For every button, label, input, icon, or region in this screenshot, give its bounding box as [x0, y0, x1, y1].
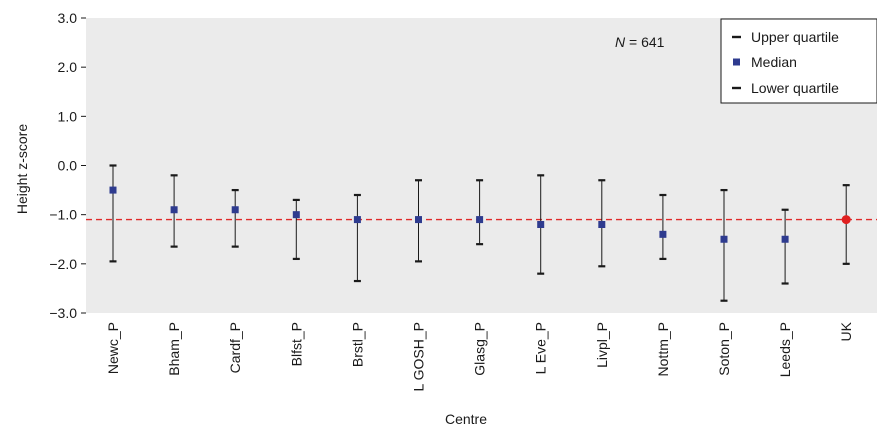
median-point — [109, 186, 117, 194]
legend-box — [720, 18, 877, 104]
legend-label: Upper quartile — [751, 29, 839, 45]
x-tick-label: Brstl_P — [349, 322, 365, 367]
median-point — [292, 211, 300, 219]
y-axis-ticks: 3.0 2.0 1.0 0.0 −1.0 −2.0 −3.0 — [49, 10, 86, 321]
median-markers — [109, 186, 851, 243]
x-tick-label: L Eve_P — [533, 322, 549, 374]
median-point — [170, 206, 178, 214]
x-tick-label: Glasg_P — [472, 322, 488, 376]
median-point — [476, 216, 484, 224]
median-point — [720, 235, 728, 243]
x-tick-label: L GOSH_P — [411, 322, 427, 392]
median-point — [659, 230, 667, 238]
median-point — [598, 221, 606, 228]
x-tick-label: Leeds_P — [777, 322, 793, 377]
median-point — [415, 216, 422, 224]
x-tick-label: Nottm_P — [655, 322, 671, 376]
sample-size-annotation: N = 641 — [615, 34, 665, 50]
x-tick-label: Soton_P — [716, 322, 732, 376]
median-point — [537, 221, 545, 228]
x-axis-label: Centre — [445, 411, 487, 427]
x-tick-label: UK — [838, 321, 854, 341]
y-tick-label: −2.0 — [49, 256, 77, 272]
x-tick-label: Livpl_P — [594, 322, 610, 368]
legend: Upper quartile Median Lower quartile — [720, 18, 877, 104]
x-tick-label: Cardf_P — [227, 322, 243, 373]
y-tick-label: 0.0 — [58, 158, 78, 174]
median-point — [353, 216, 361, 224]
legend-median-marker — [733, 58, 740, 66]
y-tick-label: 3.0 — [58, 10, 78, 26]
y-tick-label: 2.0 — [58, 59, 78, 75]
y-tick-label: −1.0 — [49, 207, 77, 223]
x-tick-label: Blfst_P — [288, 322, 304, 366]
x-tick-label: Bham_P — [166, 322, 182, 376]
median-point-uk — [841, 215, 851, 225]
legend-label: Median — [751, 54, 797, 70]
x-axis-ticks: Newc_P Bham_P Cardf_P Blfst_P Brstl_P L GOSH_… — [105, 321, 854, 391]
x-tick-label: Newc_P — [105, 322, 121, 374]
median-point — [231, 206, 239, 214]
quartile-ranges — [109, 164, 850, 302]
legend-label: Lower quartile — [751, 80, 839, 96]
y-axis-label: Height z-score — [14, 124, 30, 214]
y-tick-label: −3.0 — [49, 305, 77, 321]
median-point — [781, 235, 789, 243]
y-tick-label: 1.0 — [58, 108, 78, 124]
